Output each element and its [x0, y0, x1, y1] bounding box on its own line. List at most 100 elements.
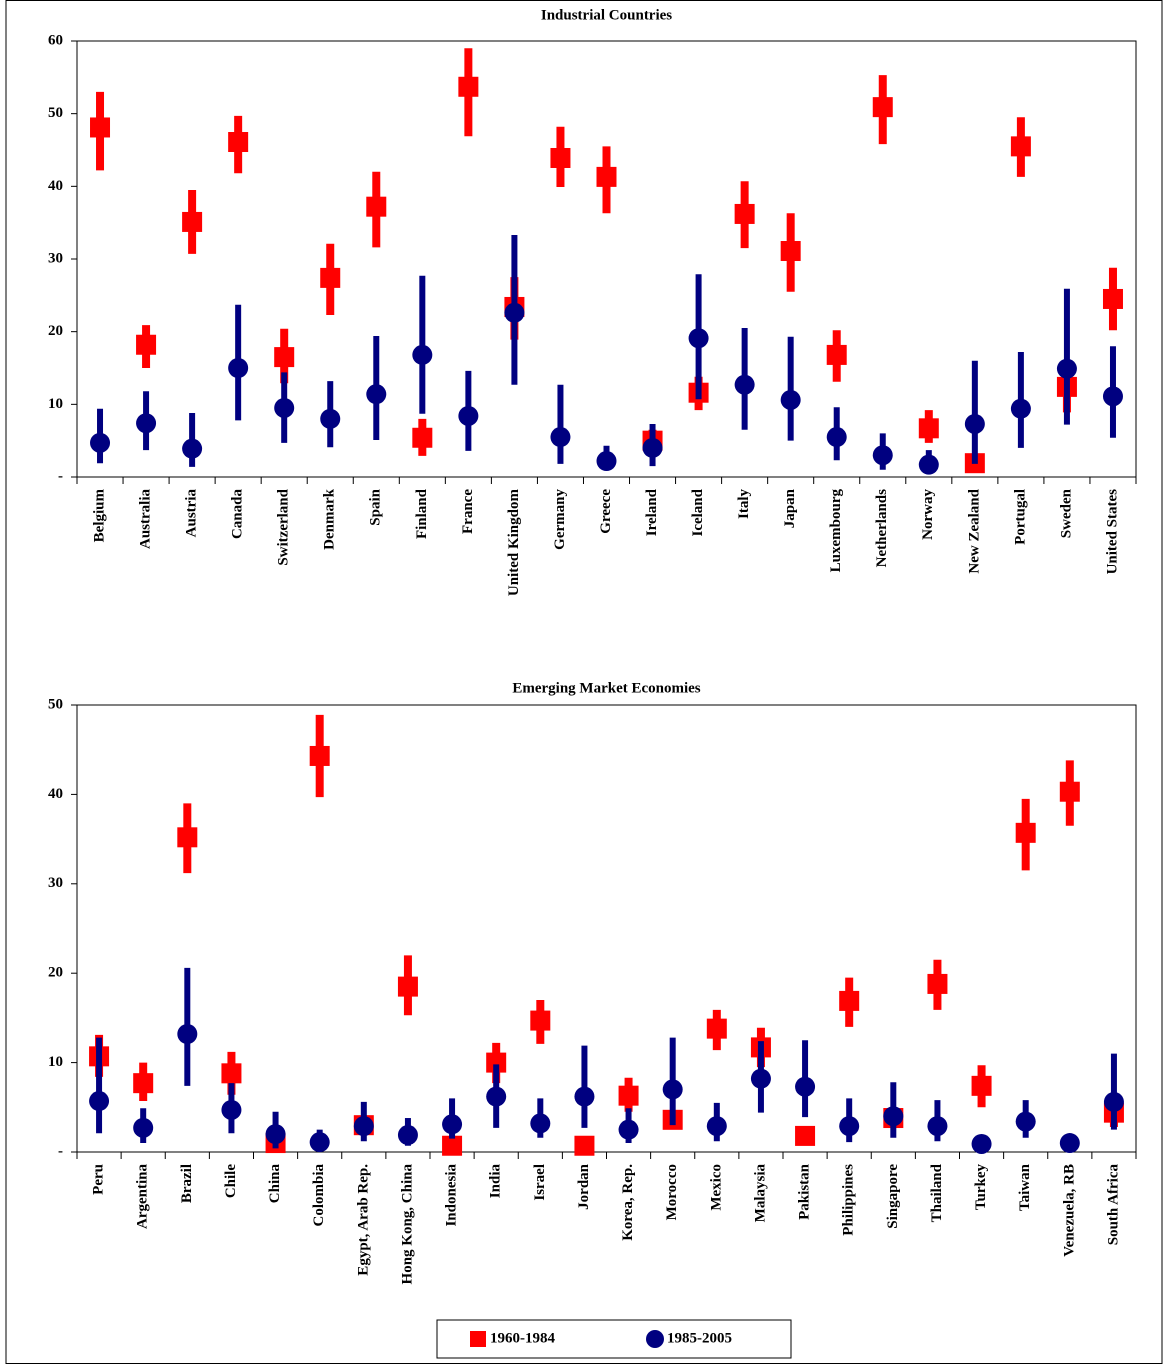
x-tick-label: Turkey	[973, 1164, 989, 1211]
chart-title: Emerging Market Economies	[512, 680, 700, 696]
x-tick-label: Israel	[532, 1164, 548, 1201]
marker-circle	[1059, 1133, 1080, 1154]
x-tick-label: Morocco	[664, 1164, 680, 1220]
marker-circle	[136, 413, 157, 434]
marker-circle	[826, 427, 847, 448]
marker-square	[618, 1085, 639, 1106]
x-tick-label: Korea, Rep.	[620, 1164, 636, 1241]
y-tick-label: 20	[48, 965, 63, 981]
marker-circle	[366, 384, 387, 405]
marker-square	[177, 827, 198, 848]
marker-square	[458, 76, 479, 97]
marker-circle	[618, 1119, 639, 1140]
y-tick-label: 10	[48, 1054, 63, 1070]
marker-square	[530, 1010, 551, 1031]
marker-circle	[442, 1114, 463, 1135]
marker-square	[734, 203, 755, 224]
x-tick-label: Philippines	[841, 1164, 857, 1236]
marker-square	[596, 166, 617, 187]
y-tick-label: 50	[48, 105, 63, 121]
x-tick-label: Luxembourg	[828, 489, 844, 573]
marker-circle	[872, 445, 893, 466]
marker-square	[90, 117, 111, 138]
marker-square	[397, 976, 418, 997]
frame	[5, 0, 1163, 1364]
legend-swatch	[646, 1330, 664, 1348]
x-tick-label: Australia	[138, 489, 154, 550]
legend-label: 1985-2005	[667, 1330, 732, 1346]
marker-circle	[780, 389, 801, 410]
marker-square	[927, 973, 948, 994]
marker-circle	[971, 1133, 992, 1154]
marker-circle	[274, 397, 295, 418]
marker-square	[228, 132, 249, 153]
marker-square	[780, 241, 801, 262]
x-tick-label: Ireland	[644, 488, 660, 536]
x-tick-label: Thailand	[929, 1163, 945, 1222]
marker-circle	[182, 438, 203, 459]
marker-circle	[662, 1079, 683, 1100]
x-tick-label: Egypt, Arab Rep.	[355, 1164, 371, 1276]
x-tick-label: Spain	[368, 488, 384, 525]
marker-square	[486, 1052, 507, 1073]
marker-circle	[750, 1068, 771, 1089]
marker-circle	[883, 1106, 904, 1127]
marker-circle	[964, 413, 985, 434]
marker-square	[826, 344, 847, 365]
marker-circle	[90, 432, 111, 453]
marker-circle	[1010, 398, 1031, 419]
x-tick-label: Iceland	[690, 488, 706, 536]
marker-circle	[918, 454, 939, 475]
marker-square	[320, 267, 341, 288]
marker-circle	[734, 374, 755, 395]
y-tick-label: 10	[48, 396, 63, 412]
x-tick-label: Netherlands	[874, 489, 890, 567]
x-tick-label: United States	[1104, 489, 1120, 575]
marker-circle	[1103, 1091, 1124, 1112]
x-tick-label: Portugal	[1012, 489, 1028, 545]
marker-square	[274, 347, 295, 368]
marker-circle	[1015, 1111, 1036, 1132]
marker-circle	[1102, 386, 1123, 407]
marker-circle	[458, 405, 479, 426]
x-tick-label: New Zealand	[966, 488, 982, 573]
x-tick-label: Venezuela, RB	[1061, 1164, 1077, 1257]
x-tick-label: Japan	[782, 488, 798, 528]
marker-square	[550, 147, 571, 168]
x-tick-label: Brazil	[179, 1164, 195, 1203]
marker-square	[309, 745, 330, 766]
x-tick-label: Colombia	[311, 1164, 327, 1227]
marker-square	[1015, 822, 1036, 843]
y-tick-label: 20	[48, 323, 63, 339]
marker-square	[412, 427, 433, 448]
x-tick-label: Pakistan	[797, 1163, 813, 1220]
marker-circle	[706, 1116, 727, 1137]
marker-circle	[320, 408, 341, 429]
marker-circle	[89, 1091, 110, 1112]
marker-square	[795, 1125, 816, 1146]
y-tick-label: 40	[48, 786, 63, 802]
marker-circle	[530, 1113, 551, 1134]
chart-title: Industrial Countries	[541, 7, 672, 23]
x-tick-label: Chile	[223, 1164, 239, 1199]
marker-circle	[504, 302, 525, 323]
marker-circle	[642, 437, 663, 458]
x-tick-label: South Africa	[1105, 1164, 1121, 1246]
legend-swatch	[470, 1331, 486, 1347]
x-tick-label: Peru	[91, 1164, 107, 1195]
marker-circle	[221, 1099, 242, 1120]
x-tick-label: Malaysia	[752, 1164, 768, 1223]
y-tick-label: 50	[48, 696, 63, 712]
marker-circle	[309, 1132, 330, 1153]
marker-square	[366, 196, 387, 217]
x-tick-label: France	[460, 489, 476, 534]
x-tick-label: Jordan	[576, 1163, 592, 1210]
legend-box	[436, 1319, 792, 1359]
y-tick-label: -	[58, 468, 63, 484]
x-tick-label: Belgium	[91, 489, 107, 543]
marker-square	[706, 1018, 727, 1039]
marker-circle	[795, 1076, 816, 1097]
x-tick-label: Singapore	[885, 1164, 901, 1229]
y-tick-label: 40	[48, 178, 63, 194]
